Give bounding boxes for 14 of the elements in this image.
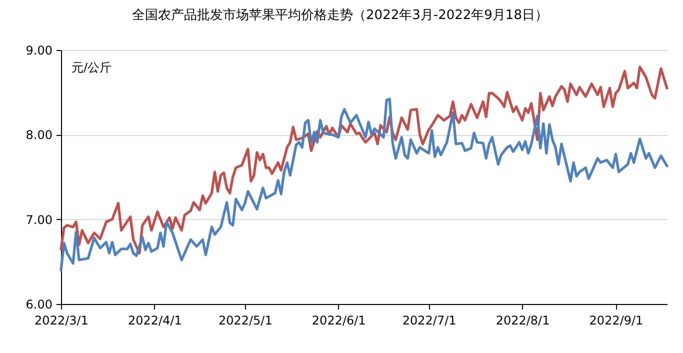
y-tick-label: 9.00: [26, 44, 52, 58]
line-series: [60, 98, 668, 272]
y-tick-label: 6.00: [26, 298, 52, 312]
chart-title: 全国农产品批发市场苹果平均价格走势（2022年3月-2022年9月18日）: [132, 8, 548, 23]
x-tick-label: 2022/5/1: [218, 314, 272, 328]
y-tick-label: 7.00: [26, 212, 52, 227]
x-tick-label: 2022/6/1: [312, 314, 366, 328]
x-tick-label: 2022/9/1: [589, 314, 644, 328]
x-tick-label: 2022/7/1: [402, 314, 456, 328]
x-tick-label: 2022/4/1: [128, 314, 182, 328]
y-axis-title: 元/公斤: [72, 60, 112, 74]
y-tick-label: 8.00: [26, 128, 52, 142]
x-tick-label: 2022/8/1: [496, 314, 550, 328]
x-tick-label: 2022/3/1: [34, 314, 88, 328]
